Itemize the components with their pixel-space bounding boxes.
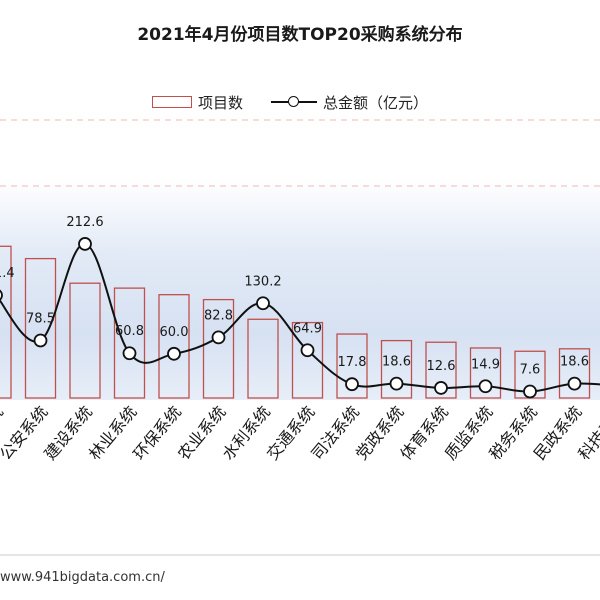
gridlines: [0, 119, 600, 187]
line-point: [523, 384, 537, 399]
line-point: [567, 376, 582, 391]
bar: [202, 298, 235, 399]
data-label: 60.0: [160, 325, 189, 340]
legend-item-bar: 项目数: [152, 92, 243, 113]
bar: [291, 321, 324, 399]
data-label: 7.6: [520, 363, 541, 378]
line-point: [78, 237, 92, 251]
bar: [469, 347, 502, 399]
line-point: [167, 346, 181, 361]
data-label: 17.8: [338, 355, 367, 370]
data-label: 12.6: [427, 359, 456, 374]
data-label: 212.6: [66, 215, 103, 230]
bar: [0, 245, 12, 399]
data-label: 64.9: [293, 321, 322, 336]
line-point: [122, 346, 137, 361]
plot-band: [0, 178, 600, 400]
data-label: 14.9: [471, 357, 500, 372]
bar: [158, 294, 190, 399]
legend-line-label: 总金额（亿元）: [323, 93, 429, 112]
data-label: 130.2: [244, 274, 281, 289]
line-point: [33, 333, 48, 348]
bar: [380, 339, 413, 399]
bar: [24, 257, 57, 399]
line-point: [256, 296, 270, 311]
legend-bar-swatch: [152, 96, 192, 108]
data-label: 141.4: [0, 266, 15, 281]
bar: [113, 287, 146, 399]
category-label: 系统: [0, 402, 7, 439]
line-point: [0, 289, 3, 301]
chart-title: 2021年4月份项目数TOP20采购系统分布: [137, 25, 463, 45]
line-point: [389, 376, 404, 391]
bar-series: [0, 245, 591, 399]
bar: [336, 333, 368, 399]
data-label: 18.6: [382, 355, 411, 370]
data-label: 78.5: [26, 311, 55, 326]
legend-bar-label: 项目数: [198, 93, 244, 112]
line-point: [434, 381, 448, 395]
bar: [558, 348, 591, 399]
bar: [247, 318, 279, 399]
line-point: [211, 330, 226, 345]
footer-url: www.941bigdata.com.cn/: [0, 570, 165, 585]
data-label: 82.8: [204, 308, 233, 323]
legend: 项目数 总金额（亿元）: [152, 90, 456, 114]
data-label: 18.6: [560, 355, 589, 370]
bar: [69, 282, 101, 399]
line-point: [345, 377, 359, 392]
category-labels: 系统公安系统建设系统林业系统环保系统农业系统水利系统交通系统司法系统党政系统体育…: [0, 402, 600, 463]
legend-item-line: 总金额（亿元）: [271, 92, 428, 113]
bar: [425, 341, 457, 399]
legend-line-swatch: [271, 95, 318, 109]
line-point: [478, 379, 493, 394]
line-series: [0, 237, 600, 399]
line-point: [300, 343, 315, 358]
data-label: 60.8: [115, 324, 144, 339]
data-labels: 141.4 78.5 212.6 60.8 60.0 82.8 130.2 64.9 17.8 1…: [0, 215, 589, 378]
